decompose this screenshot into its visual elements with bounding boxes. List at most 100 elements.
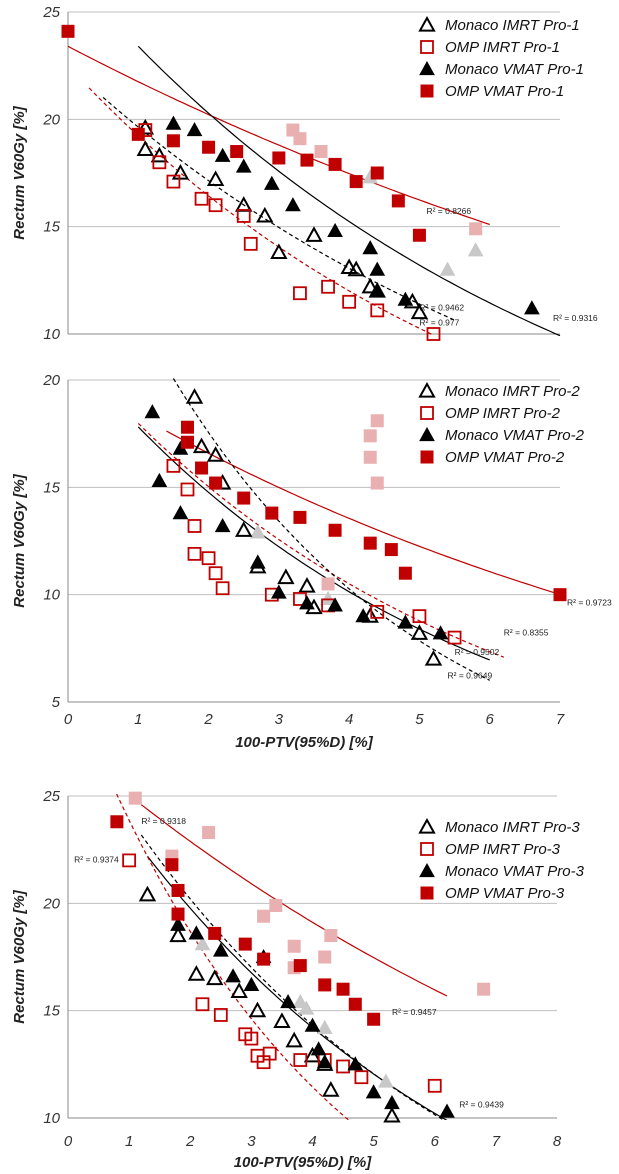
r-squared-label: R² = 0.8355	[504, 627, 549, 637]
data-point	[383, 1106, 401, 1123]
data-point	[370, 414, 384, 428]
legend-marker	[418, 381, 436, 398]
data-point	[328, 523, 342, 537]
data-point	[365, 1084, 382, 1099]
data-point	[316, 1019, 333, 1034]
data-point	[208, 198, 223, 213]
legend-label: OMP IMRT Pro-3	[445, 841, 561, 858]
series-5	[362, 169, 484, 276]
data-point	[195, 461, 209, 475]
data-point	[299, 595, 315, 610]
data-point	[138, 885, 157, 902]
series-4	[180, 420, 567, 602]
data-point	[235, 158, 252, 173]
x-tick-label: 5	[369, 1133, 378, 1150]
y-tick-label: 20	[42, 895, 60, 912]
r-squared-label: R² = 0.9462	[419, 302, 464, 312]
legend-marker	[419, 60, 435, 76]
data-point	[439, 261, 456, 276]
y-tick-label: 20	[42, 372, 60, 389]
series-6	[321, 414, 384, 591]
data-point	[318, 950, 332, 964]
data-point	[244, 1031, 259, 1046]
data-point	[151, 472, 168, 487]
legend-label: OMP IMRT Pro-1	[445, 39, 560, 56]
y-tick-label: 20	[42, 111, 60, 128]
data-point	[110, 815, 124, 829]
data-point	[263, 175, 280, 190]
data-point	[122, 853, 137, 868]
data-point	[384, 543, 398, 557]
data-point	[272, 151, 286, 165]
data-point	[467, 242, 484, 257]
data-point	[285, 1031, 303, 1048]
legend-entry: Monaco IMRT Pro-1	[418, 15, 580, 34]
legend-entry: Monaco VMAT Pro-2	[419, 426, 585, 444]
chart-panel-1: 10 15 20 25 Rectum V60Gy [%] R² = 0.8266 R² = …	[11, 4, 598, 343]
series-3	[144, 404, 449, 640]
series-1	[136, 118, 429, 320]
data-point	[369, 283, 386, 298]
data-point	[192, 437, 211, 454]
data-point	[187, 546, 202, 561]
data-point	[136, 118, 155, 135]
r-squared-label: R² = 0.8266	[426, 206, 471, 216]
data-point	[213, 1008, 228, 1022]
x-tick-label: 6	[486, 711, 495, 728]
data-point	[269, 898, 283, 912]
r-squared-label: R² = 0.977	[419, 317, 459, 327]
data-point	[336, 982, 350, 996]
trendline-3	[102, 96, 455, 321]
x-tick-label: 4	[345, 711, 353, 728]
data-point	[305, 226, 323, 242]
trendline-4	[172, 378, 490, 681]
data-point	[256, 206, 274, 223]
legend-entry: OMP VMAT Pro-2	[420, 449, 565, 466]
data-point	[171, 883, 185, 897]
data-point	[361, 277, 379, 294]
data-point	[342, 294, 357, 309]
data-point	[166, 174, 181, 189]
x-tick-label: 1	[134, 711, 142, 728]
data-point	[152, 155, 167, 170]
x-tick-label: 1	[125, 1133, 133, 1150]
trendline-4	[88, 87, 434, 336]
data-point	[230, 982, 248, 998]
y-tick-label: 15	[43, 1003, 60, 1020]
data-point	[327, 222, 343, 238]
data-point	[293, 286, 307, 301]
legend-marker	[420, 450, 434, 464]
data-point	[144, 404, 161, 419]
y-axis-label: Rectum V60Gy [%]	[11, 105, 28, 239]
y-axis-label: Rectum V60Gy [%]	[11, 889, 28, 1023]
legend-label: Monaco VMAT Pro-1	[445, 61, 584, 78]
x-axis-label: 100-PTV(95%D) [%]	[235, 734, 374, 751]
legend-marker	[419, 862, 435, 878]
r-squared-label: R² = 0.9723	[567, 597, 612, 607]
data-point	[427, 1078, 442, 1093]
x-axis-label: 100-PTV(95%D) [%]	[234, 1154, 373, 1171]
data-point	[166, 458, 181, 473]
legend-entry: OMP IMRT Pro-2	[420, 405, 561, 422]
data-point	[280, 994, 296, 1009]
data-point	[300, 153, 314, 167]
data-point	[208, 926, 222, 940]
series-2	[122, 853, 442, 1093]
data-point	[384, 1094, 400, 1110]
data-point	[348, 997, 362, 1011]
legend-label: OMP VMAT Pro-1	[445, 83, 564, 100]
data-point	[180, 435, 194, 449]
data-point	[230, 145, 244, 159]
data-point	[171, 907, 185, 921]
data-point	[214, 147, 231, 162]
data-point	[363, 536, 377, 550]
data-point	[206, 170, 225, 187]
x-tick-label: 2	[185, 1133, 195, 1150]
r-squared-label: R² = 0.9649	[448, 670, 493, 680]
y-tick-label: 15	[43, 479, 60, 496]
data-point	[293, 1053, 308, 1067]
data-point	[447, 630, 462, 645]
x-tick-label: 2	[203, 711, 213, 728]
data-point	[362, 240, 379, 255]
data-point	[249, 524, 266, 539]
